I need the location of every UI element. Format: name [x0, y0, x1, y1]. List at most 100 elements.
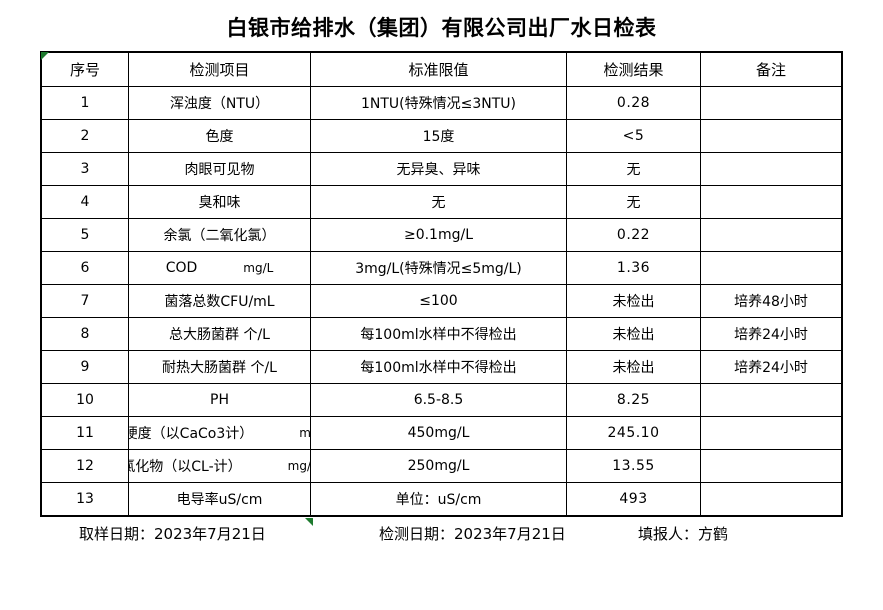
cell-no: 2: [41, 119, 129, 153]
cell-no: 8: [41, 317, 129, 351]
cell-limit: 250mg/L: [310, 449, 567, 483]
cell-item: 臭和味: [128, 185, 311, 219]
cell-remark: [700, 449, 842, 483]
cell-no: 6: [41, 251, 129, 285]
cell-limit: 无异臭、异味: [310, 152, 567, 186]
cell-item-unit: mg/L: [243, 261, 274, 275]
cell-result: 493: [566, 482, 701, 516]
cell-limit: 3mg/L(特殊情况≤5mg/L): [310, 251, 567, 285]
cell-item: 氯化物（以CL-计） mg/L: [128, 449, 311, 483]
cell-item: 菌落总数CFU/mL: [128, 284, 311, 318]
table-row: 10 PH 6.5-8.5 8.25: [41, 383, 842, 417]
table-row: 5 余氯（二氧化氯） ≥0.1mg/L 0.22: [41, 218, 842, 252]
table-row: 7 菌落总数CFU/mL ≤100 未检出 培养48小时: [41, 284, 842, 318]
cell-remark: 培养48小时: [700, 284, 842, 318]
cell-result: 无: [566, 152, 701, 186]
column-header-remark: 备注: [700, 52, 842, 87]
cell-remark: [700, 416, 842, 450]
cell-remark: [700, 119, 842, 153]
cell-limit: 450mg/L: [310, 416, 567, 450]
cell-no: 12: [41, 449, 129, 483]
cell-limit: 6.5-8.5: [310, 383, 567, 417]
table-row: 8 总大肠菌群 个/L 每100ml水样中不得检出 未检出 培养24小时: [41, 317, 842, 351]
cell-no: 3: [41, 152, 129, 186]
cell-item: 余氯（二氧化氯）: [128, 218, 311, 252]
cell-item-name: 总硬度（以CaCo3计）: [130, 426, 254, 442]
cell-limit: 每100ml水样中不得检出: [310, 350, 567, 384]
cell-result: 未检出: [566, 350, 701, 384]
table-body: 1 浑浊度（NTU） 1NTU(特殊情况≤3NTU) 0.28 2 色度 15度 <5 3 肉眼可…: [41, 86, 842, 516]
column-header-result: 检测结果: [566, 52, 701, 87]
cell-remark: 培养24小时: [700, 350, 842, 384]
cell-result: 245.10: [566, 416, 701, 450]
cell-item-unit: mg/L: [287, 459, 310, 473]
cell-result: 未检出: [566, 284, 701, 318]
page-title: 白银市给排水（集团）有限公司出厂水日检表: [226, 15, 657, 40]
cell-no: 13: [41, 482, 129, 516]
table-row: 3 肉眼可见物 无异臭、异味无: [41, 152, 842, 186]
green-corner-marker-top-left: [41, 52, 49, 60]
cell-item: 总硬度（以CaCo3计） mg/L: [128, 416, 311, 450]
test-date-label: 检测日期：2023年7月21日: [379, 525, 566, 543]
cell-remark: [700, 383, 842, 417]
cell-limit: 1NTU(特殊情况≤3NTU): [310, 86, 567, 120]
cell-item: 肉眼可见物: [128, 152, 311, 186]
cell-limit: 每100ml水样中不得检出: [310, 317, 567, 351]
cell-item: 总大肠菌群 个/L: [128, 317, 311, 351]
cell-remark: [700, 86, 842, 120]
cell-no: 9: [41, 350, 129, 384]
cell-item: 耐热大肠菌群 个/L: [128, 350, 311, 384]
cell-no: 11: [41, 416, 129, 450]
cell-remark: [700, 152, 842, 186]
cell-no: 10: [41, 383, 129, 417]
cell-item-unit: mg/L: [299, 426, 311, 440]
cell-remark: [700, 185, 842, 219]
cell-result: 8.25: [566, 383, 701, 417]
table-header: 序号 检测项目 标准限值 检测结果 备注: [41, 52, 842, 87]
cell-item: PH: [128, 383, 311, 417]
cell-no: 1: [41, 86, 129, 120]
column-header-no: 序号: [41, 52, 129, 87]
cell-item: 浑浊度（NTU）: [128, 86, 311, 120]
cell-remark: [700, 251, 842, 285]
cell-result: 未检出: [566, 317, 701, 351]
column-header-item: 检测项目: [128, 52, 311, 87]
cell-result: 13.55: [566, 449, 701, 483]
cell-limit: 单位：uS/cm: [310, 482, 567, 516]
cell-item-name: COD: [165, 260, 198, 276]
cell-result: 无: [566, 185, 701, 219]
table-row: 2 色度 15度 <5: [41, 119, 842, 153]
cell-remark: [700, 482, 842, 516]
cell-result: 0.28: [566, 86, 701, 120]
cell-result: 0.22: [566, 218, 701, 252]
cell-item: 电导率uS/cm: [128, 482, 311, 516]
cell-limit: ≥0.1mg/L: [310, 218, 567, 252]
report-table-container: 序号 检测项目 标准限值 检测结果 备注 1 浑浊度（NTU） 1NTU(特殊情况≤…: [40, 51, 843, 517]
table-row: 1 浑浊度（NTU） 1NTU(特殊情况≤3NTU) 0.28: [41, 86, 842, 120]
green-corner-marker-bottom: [305, 518, 313, 526]
cell-no: 5: [41, 218, 129, 252]
table-row: 13 电导率uS/cm 单位：uS/cm 493: [41, 482, 842, 516]
cell-remark: [700, 218, 842, 252]
sample-date-label: 取样日期：2023年7月21日: [79, 525, 266, 543]
water-quality-table: 序号 检测项目 标准限值 检测结果 备注 1 浑浊度（NTU） 1NTU(特殊情况≤…: [40, 51, 843, 517]
table-header-row: 序号 检测项目 标准限值 检测结果 备注: [41, 52, 842, 87]
table-row: 9 耐热大肠菌群 个/L 每100ml水样中不得检出 未检出 培养24小时: [41, 350, 842, 384]
table-row: 6 COD mg/L 3mg/L(特殊情况≤5mg/L) 1.36: [41, 251, 842, 285]
cell-remark: 培养24小时: [700, 317, 842, 351]
cell-item: 色度: [128, 119, 311, 153]
column-header-limit: 标准限值: [310, 52, 567, 87]
cell-limit: ≤100: [310, 284, 567, 318]
cell-result: 1.36: [566, 251, 701, 285]
cell-no: 4: [41, 185, 129, 219]
cell-no: 7: [41, 284, 129, 318]
table-row: 4 臭和味无无: [41, 185, 842, 219]
cell-item: COD mg/L: [128, 251, 311, 285]
cell-item-name: 氯化物（以CL-计）: [128, 459, 242, 475]
cell-result: <5: [566, 119, 701, 153]
filler-name-label: 填报人：方鹤: [638, 525, 729, 543]
cell-limit: 15度: [310, 119, 567, 153]
cell-limit: 无: [310, 185, 567, 219]
